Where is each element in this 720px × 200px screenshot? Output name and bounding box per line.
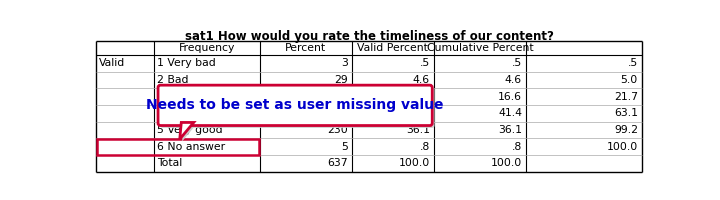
Text: .5: .5 [628,58,638,68]
Polygon shape [180,122,194,139]
Text: 5.0: 5.0 [621,75,638,85]
Text: 3: 3 [341,58,348,68]
Text: .8: .8 [420,142,430,152]
Text: 4 Good: 4 Good [157,108,197,118]
Text: sat1 How would you rate the timeliness of our content?: sat1 How would you rate the timeliness o… [184,30,554,43]
Text: 36.1: 36.1 [406,125,430,135]
Text: 41.4: 41.4 [498,108,522,118]
Text: 100.0: 100.0 [491,158,522,168]
Text: 4.6: 4.6 [413,75,430,85]
Text: 3 Not good: 3 Not good [157,92,218,102]
Text: 2 Bad: 2 Bad [157,75,189,85]
Text: 100.0: 100.0 [607,142,638,152]
Polygon shape [182,125,196,141]
Text: 63.1: 63.1 [614,108,638,118]
Text: 1 Very bad: 1 Very bad [157,58,216,68]
Text: Total: Total [157,158,183,168]
Text: 230: 230 [328,125,348,135]
Text: 100.0: 100.0 [399,158,430,168]
Text: .5: .5 [512,58,522,68]
Text: 4.6: 4.6 [505,75,522,85]
Text: Percent: Percent [285,43,326,53]
Text: 637: 637 [328,158,348,168]
Text: 36.1: 36.1 [498,125,522,135]
Text: Cumulative Percent: Cumulative Percent [426,43,533,53]
FancyBboxPatch shape [161,87,435,128]
Text: 99.2: 99.2 [614,125,638,135]
Text: 29: 29 [334,75,348,85]
Text: 6 No answer: 6 No answer [157,142,225,152]
Text: Valid Percent: Valid Percent [357,43,428,53]
Text: 5 Very good: 5 Very good [157,125,223,135]
Bar [96,139,259,155]
FancyBboxPatch shape [158,85,432,126]
Text: Needs to be set as user missing value: Needs to be set as user missing value [146,98,444,112]
Text: Frequency: Frequency [179,43,235,53]
Text: .8: .8 [512,142,522,152]
Text: 16.6: 16.6 [498,92,522,102]
Text: Valid: Valid [99,58,125,68]
Text: 5: 5 [341,142,348,152]
Text: .5: .5 [420,58,430,68]
Text: 21.7: 21.7 [614,92,638,102]
